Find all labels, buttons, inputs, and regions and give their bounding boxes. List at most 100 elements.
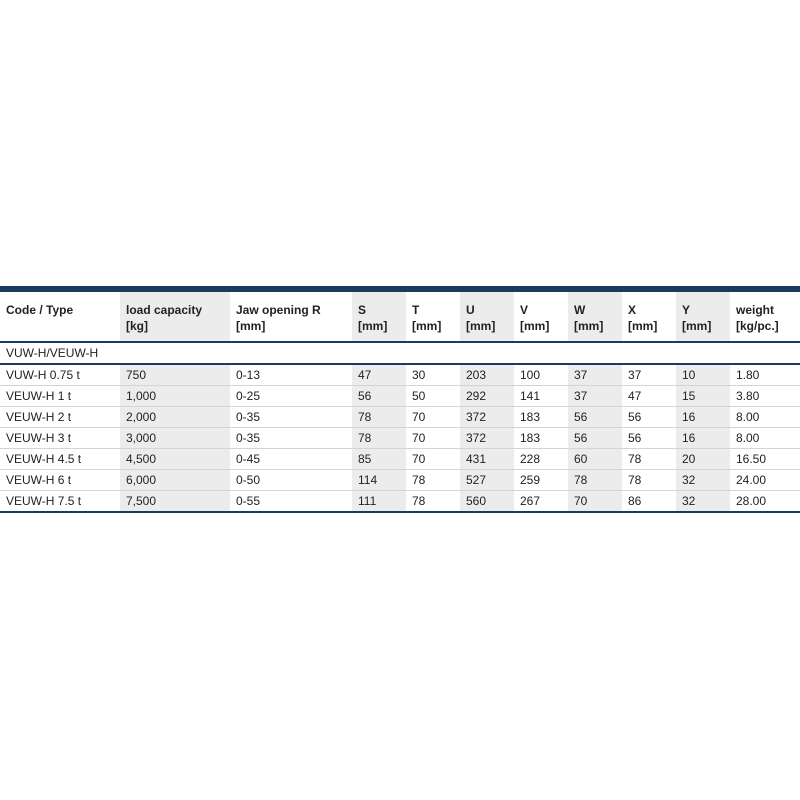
table-cell: 527 (460, 469, 514, 491)
table-cell: 56 (568, 427, 622, 449)
table-cell: 78 (352, 427, 406, 449)
table-row: VEUW-H 7.5 t 7,500 0-55 111 78 560 267 70 86 32 28… (0, 490, 800, 513)
table-cell: 0-35 (230, 427, 352, 449)
table-cell: 750 (120, 364, 230, 386)
column-unit: [kg] (126, 319, 148, 333)
table-cell: 183 (514, 427, 568, 449)
table-cell: 56 (622, 427, 676, 449)
column-unit: [kg/pc.] (736, 319, 779, 333)
table-cell: 28.00 (730, 490, 800, 513)
table-cell: 100 (514, 364, 568, 386)
table-cell: 3.80 (730, 385, 800, 407)
table-cell: 8.00 (730, 406, 800, 428)
column-unit: [mm] (358, 319, 388, 333)
table-cell: 259 (514, 469, 568, 491)
table-row: VEUW-H 1 t 1,000 0-25 56 50 292 141 37 47 15 3.80 (0, 385, 800, 407)
table-cell: 228 (514, 448, 568, 470)
table-cell: 4,500 (120, 448, 230, 470)
table-row: VEUW-H 4.5 t 4,500 0-45 85 70 431 228 60 78 20 16.… (0, 448, 800, 470)
column-header: U [mm] (460, 292, 514, 343)
table-cell: 114 (352, 469, 406, 491)
header-row: Code / Type load capacity [kg] Jaw opening … (0, 292, 800, 343)
table-cell: VEUW-H 2 t (0, 406, 120, 428)
table-cell: 37 (568, 364, 622, 386)
table-cell: 0-25 (230, 385, 352, 407)
table-cell: 141 (514, 385, 568, 407)
table-cell: 431 (460, 448, 514, 470)
column-name: W (574, 303, 586, 317)
table-cell: 372 (460, 427, 514, 449)
table-cell: 10 (676, 364, 730, 386)
table-cell: 50 (406, 385, 460, 407)
column-name: U (466, 303, 475, 317)
spec-table-container: Code / Type load capacity [kg] Jaw opening … (0, 286, 800, 513)
table-cell: 37 (622, 364, 676, 386)
table-cell: 56 (568, 406, 622, 428)
column-unit: [mm] (520, 319, 550, 333)
column-header: T [mm] (406, 292, 460, 343)
table-cell: 0-45 (230, 448, 352, 470)
table-cell: 2,000 (120, 406, 230, 428)
table-cell: 1,000 (120, 385, 230, 407)
table-cell: 183 (514, 406, 568, 428)
table-cell: 111 (352, 490, 406, 513)
column-name: V (520, 303, 529, 317)
table-cell: 16.50 (730, 448, 800, 470)
column-unit: [mm] (412, 319, 442, 333)
table-cell: 70 (406, 406, 460, 428)
table-cell: 70 (406, 427, 460, 449)
group-label: VUW-H/VEUW-H (0, 342, 800, 365)
table-cell: 56 (352, 385, 406, 407)
group-row: VUW-H/VEUW-H (0, 342, 800, 365)
table-cell: 7,500 (120, 490, 230, 513)
column-unit: [mm] (682, 319, 712, 333)
column-header: Code / Type (0, 292, 120, 343)
table-cell: VEUW-H 4.5 t (0, 448, 120, 470)
table-cell: VEUW-H 3 t (0, 427, 120, 449)
table-cell: 70 (406, 448, 460, 470)
table-cell: 32 (676, 490, 730, 513)
table-cell: 203 (460, 364, 514, 386)
spec-table: Code / Type load capacity [kg] Jaw opening … (0, 292, 800, 513)
table-cell: 372 (460, 406, 514, 428)
column-header: W [mm] (568, 292, 622, 343)
table-cell: 0-55 (230, 490, 352, 513)
column-unit: [mm] (574, 319, 604, 333)
table-row: VEUW-H 2 t 2,000 0-35 78 70 372 183 56 56 16 8.00 (0, 406, 800, 428)
column-header: X [mm] (622, 292, 676, 343)
table-cell: 292 (460, 385, 514, 407)
column-name: Jaw opening R (236, 303, 321, 317)
table-cell: 60 (568, 448, 622, 470)
column-unit: [mm] (236, 319, 266, 333)
column-header: Jaw opening R [mm] (230, 292, 352, 343)
column-name: Y (682, 303, 691, 317)
table-cell: 78 (622, 448, 676, 470)
column-header: S [mm] (352, 292, 406, 343)
table-cell: 1.80 (730, 364, 800, 386)
table-cell: 78 (622, 469, 676, 491)
table-row: VEUW-H 6 t 6,000 0-50 114 78 527 259 78 78 32 24.0… (0, 469, 800, 491)
table-cell: 16 (676, 427, 730, 449)
table-cell: 78 (406, 469, 460, 491)
table-cell: VUW-H 0.75 t (0, 364, 120, 386)
column-name: Code / Type (6, 303, 74, 317)
table-cell: 86 (622, 490, 676, 513)
table-cell: 8.00 (730, 427, 800, 449)
column-unit: [mm] (466, 319, 496, 333)
column-header: V [mm] (514, 292, 568, 343)
table-cell: 78 (352, 406, 406, 428)
table-cell: 15 (676, 385, 730, 407)
table-row: VEUW-H 3 t 3,000 0-35 78 70 372 183 56 56 16 8.00 (0, 427, 800, 449)
column-header: Y [mm] (676, 292, 730, 343)
table-cell: 85 (352, 448, 406, 470)
table-cell: 78 (568, 469, 622, 491)
table-cell: 70 (568, 490, 622, 513)
column-name: X (628, 303, 637, 317)
table-cell: 24.00 (730, 469, 800, 491)
table-row: VUW-H 0.75 t 750 0-13 47 30 203 100 37 37 10 1.80 (0, 364, 800, 386)
table-cell: 16 (676, 406, 730, 428)
table-cell: VEUW-H 6 t (0, 469, 120, 491)
table-cell: 56 (622, 406, 676, 428)
table-cell: 0-35 (230, 406, 352, 428)
column-name: weight (736, 303, 774, 317)
